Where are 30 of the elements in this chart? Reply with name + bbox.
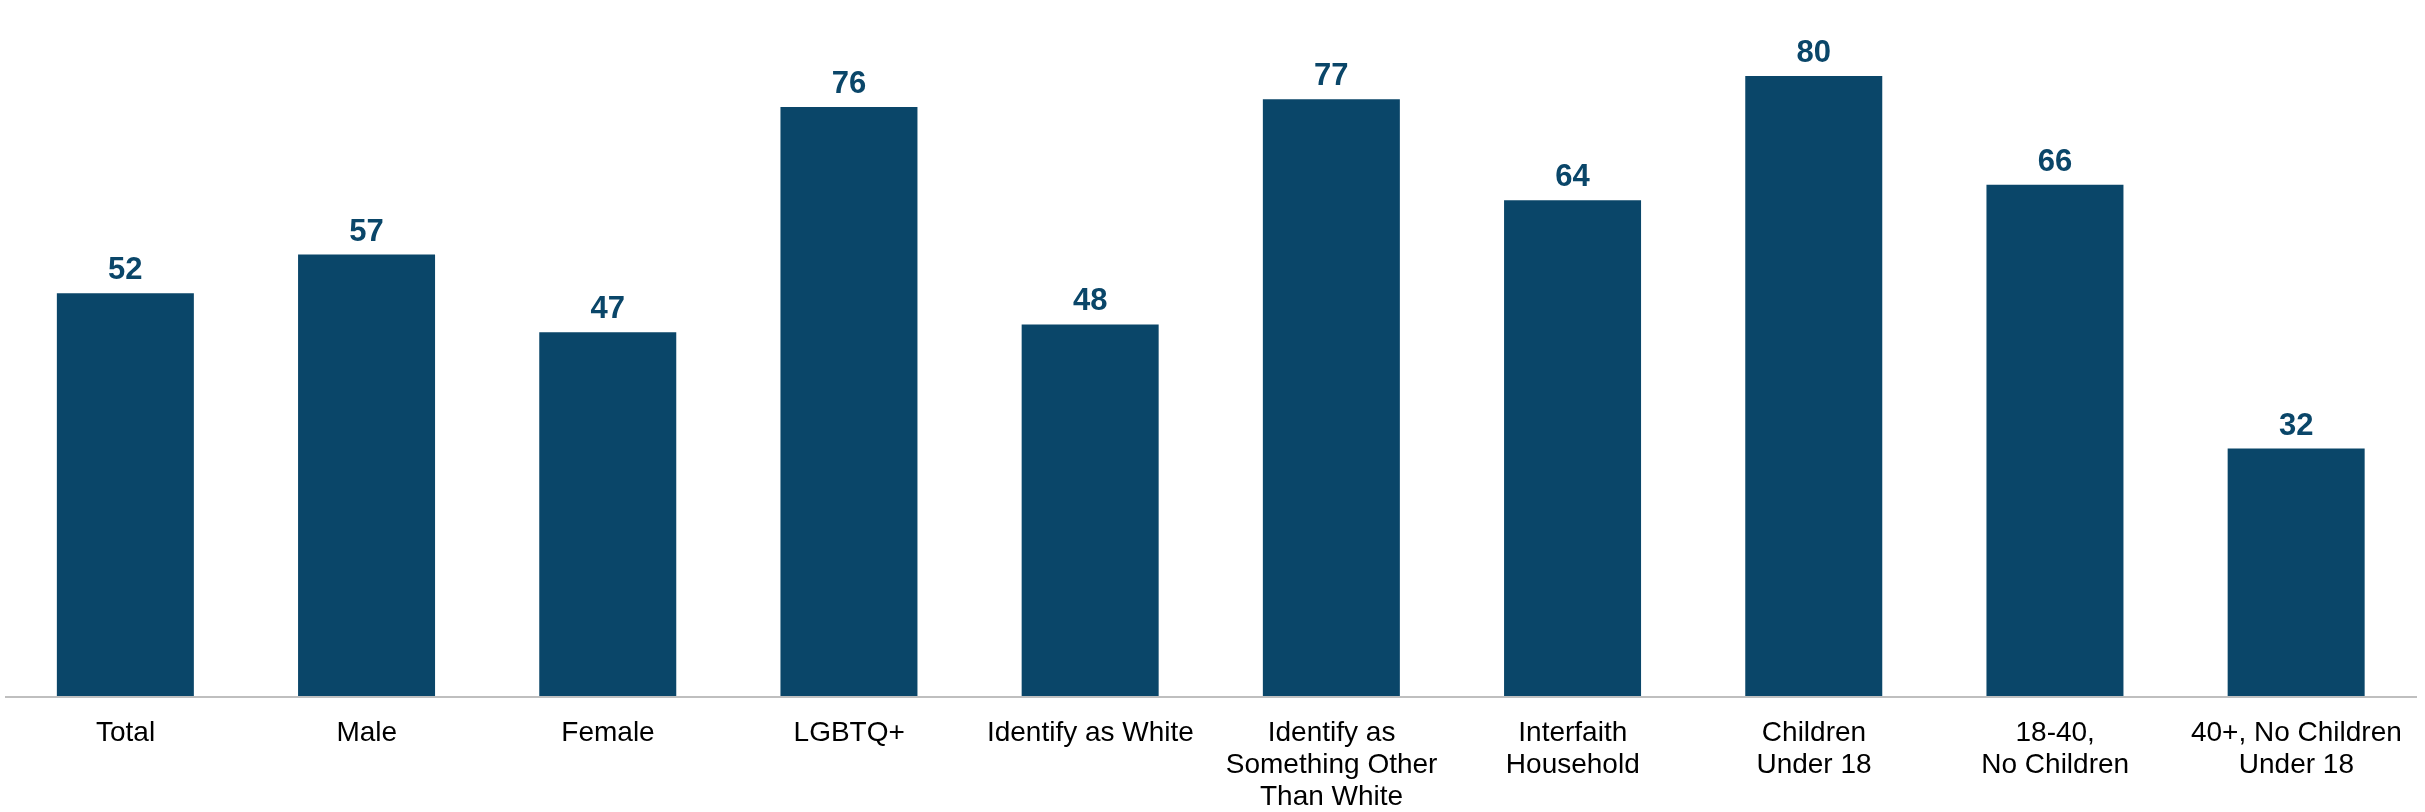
data-label: 32	[2278, 406, 2314, 442]
data-label: 77	[1314, 57, 1349, 93]
data-label: 76	[831, 65, 867, 101]
bar	[1504, 200, 1642, 697]
data-label: 57	[349, 212, 384, 248]
bar	[539, 332, 677, 697]
bar	[56, 293, 194, 697]
data-label: 66	[2037, 142, 2073, 178]
bar	[1986, 184, 2124, 697]
x-tick-label: 40+, No Children Under 18	[2190, 716, 2402, 779]
x-tick-label: 18-40, No Children	[1981, 716, 2130, 779]
x-tick-label: Total	[96, 716, 156, 747]
bar	[1745, 76, 1883, 697]
bar	[1021, 324, 1159, 697]
bar	[780, 107, 918, 697]
data-label: 64	[1555, 158, 1591, 194]
x-tick-label: Interfaith Household	[1505, 716, 1640, 779]
data-label: 80	[1796, 34, 1831, 69]
data-label: 52	[108, 251, 143, 287]
bar	[298, 254, 436, 697]
x-tick-label: Identify as Something Other Than White	[1225, 716, 1438, 811]
data-label: 48	[1072, 282, 1108, 318]
bar	[2227, 448, 2365, 697]
x-tick-label: Female	[561, 716, 655, 747]
data-label: 47	[590, 290, 625, 326]
x-tick-label: Identify as White	[986, 716, 1194, 747]
bar	[1262, 99, 1400, 697]
x-tick-label: Male	[336, 716, 398, 747]
x-tick-label: Children Under 18	[1756, 716, 1872, 779]
x-tick-label: LGBTQ+	[793, 716, 905, 747]
